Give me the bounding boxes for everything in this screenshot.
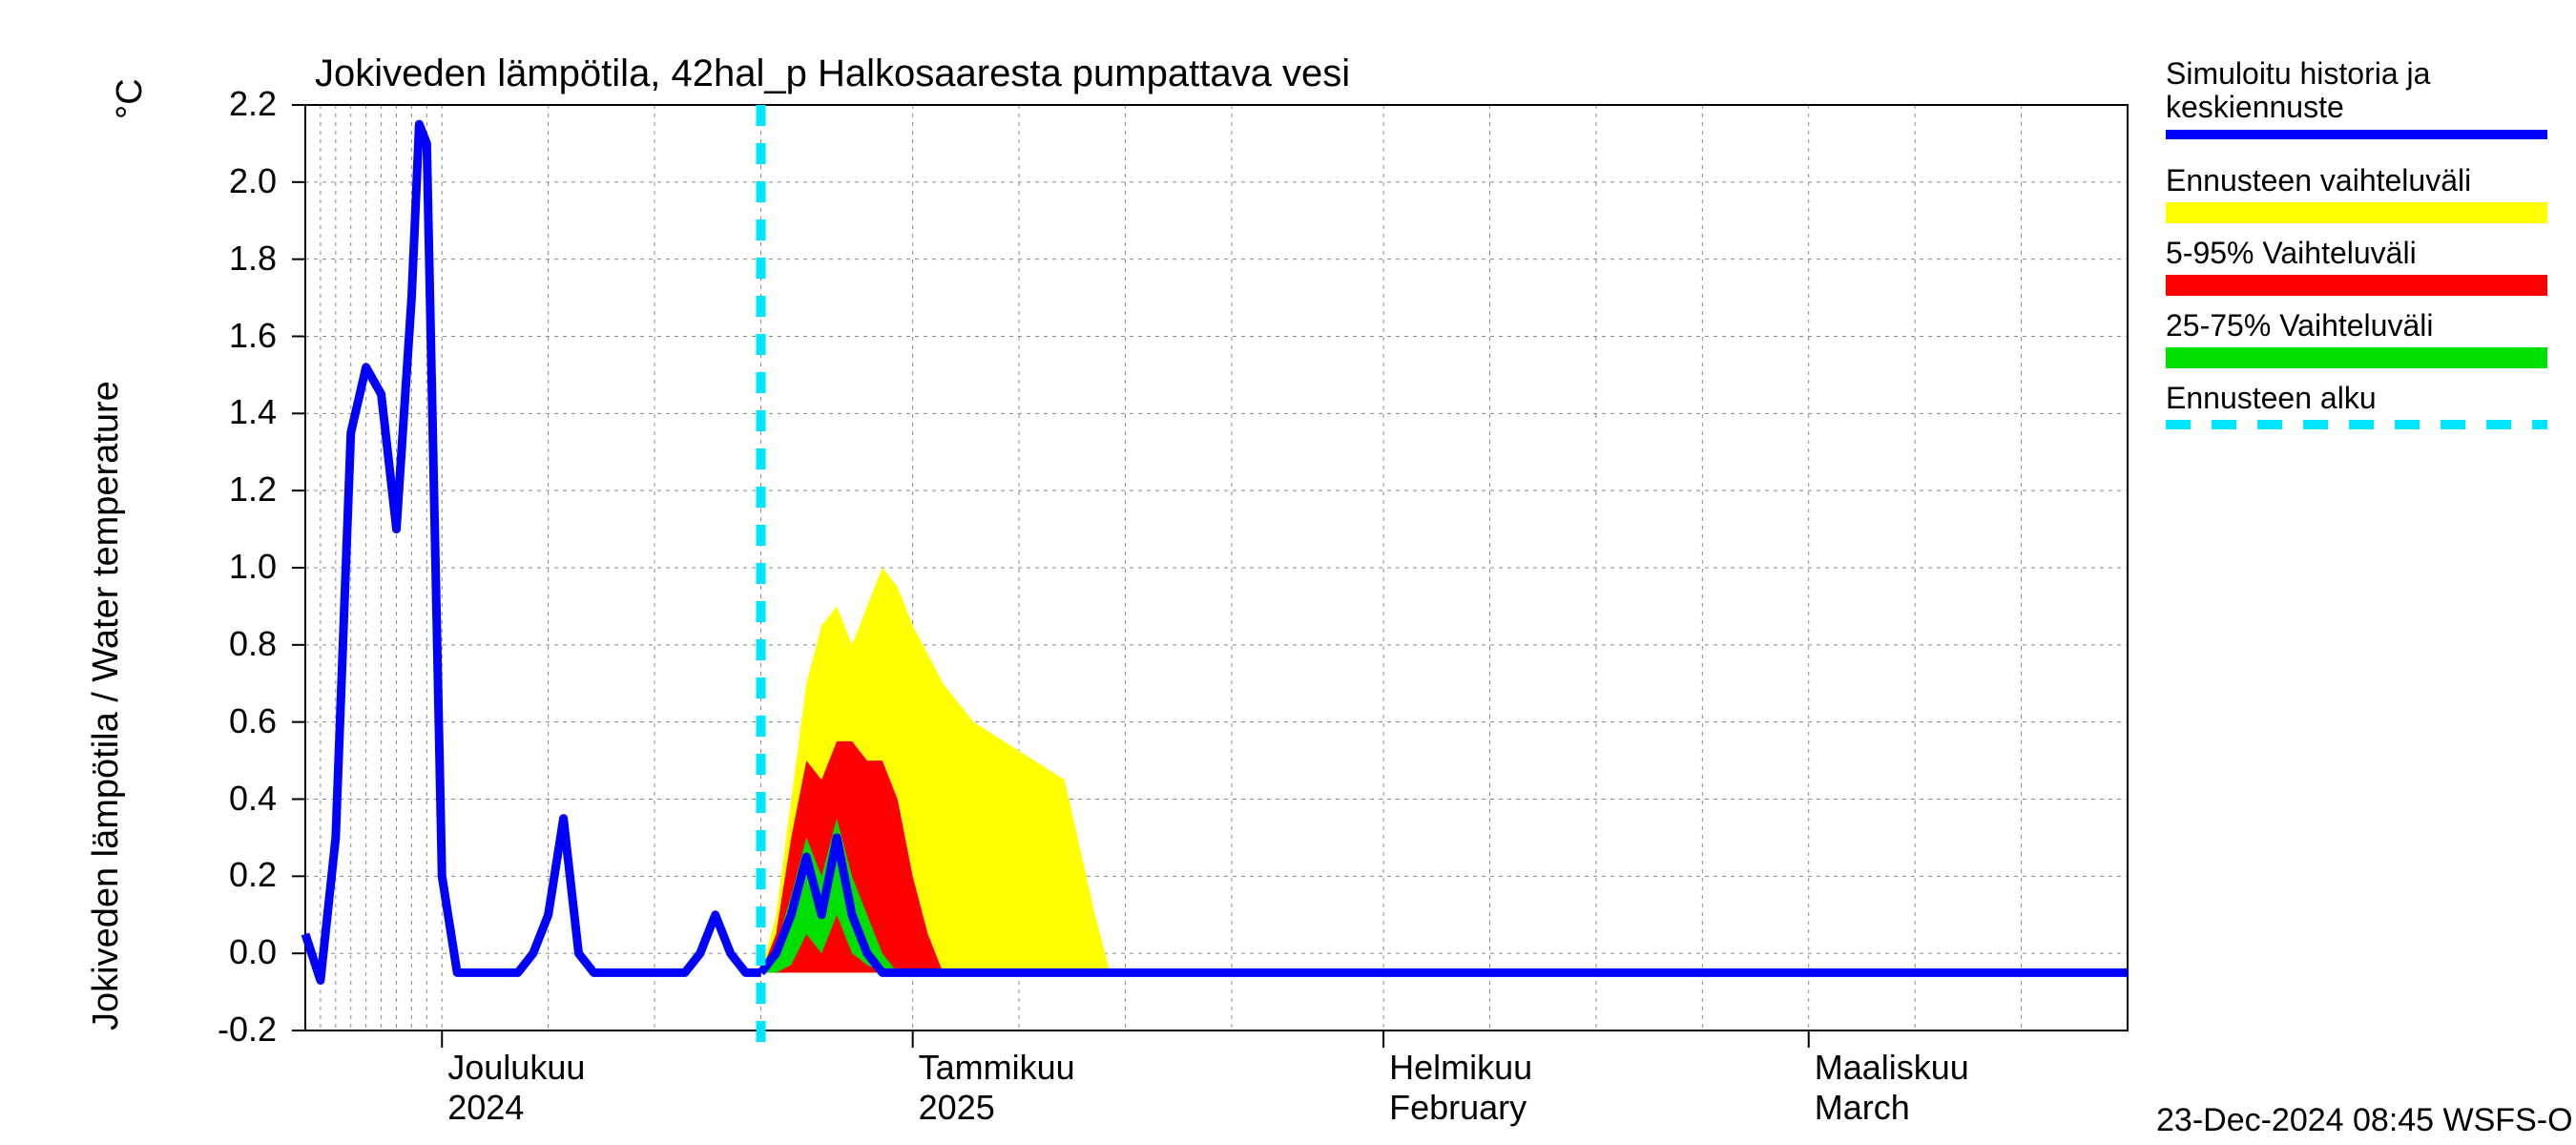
- x-month-label: Tammikuu: [919, 1048, 1075, 1088]
- x-month-sublabel: 2025: [919, 1088, 995, 1128]
- y-tick-label: 2.0: [200, 161, 277, 201]
- y-tick-label: 1.4: [200, 392, 277, 432]
- legend-label: 25-75% Vaihteluväli: [2166, 309, 2547, 343]
- legend-swatch: [2166, 130, 2547, 139]
- legend-label: Simuloitu historia ja keskiennuste: [2166, 57, 2547, 124]
- x-month-label: Helmikuu: [1389, 1048, 1532, 1088]
- legend-label: Ennusteen alku: [2166, 382, 2547, 415]
- y-tick-label: 1.0: [200, 547, 277, 587]
- y-tick-label: 2.2: [200, 84, 277, 124]
- y-tick-label: 0.6: [200, 701, 277, 741]
- y-tick-label: 1.2: [200, 469, 277, 510]
- x-month-label: Joulukuu: [447, 1048, 585, 1088]
- y-tick-label: 0.0: [200, 932, 277, 972]
- legend-swatch: [2166, 347, 2547, 368]
- legend-swatch: [2166, 275, 2547, 296]
- legend-swatch: [2166, 420, 2547, 429]
- y-tick-label: 0.8: [200, 624, 277, 664]
- x-month-label: Maaliskuu: [1815, 1048, 1969, 1088]
- y-tick-label: 1.6: [200, 316, 277, 356]
- y-tick-label: -0.2: [200, 1010, 277, 1050]
- chart-container: Jokiveden lämpötila, 42hal_p Halkosaares…: [0, 0, 2576, 1145]
- y-tick-label: 0.4: [200, 779, 277, 819]
- legend-swatch: [2166, 202, 2547, 223]
- y-tick-label: 1.8: [200, 239, 277, 279]
- y-tick-label: 0.2: [200, 855, 277, 895]
- x-month-sublabel: March: [1815, 1088, 1910, 1128]
- x-month-sublabel: February: [1389, 1088, 1527, 1128]
- legend-label: Ennusteen vaihteluväli: [2166, 164, 2547, 198]
- timestamp: 23-Dec-2024 08:45 WSFS-O: [2156, 1102, 2573, 1139]
- legend-label: 5-95% Vaihteluväli: [2166, 237, 2547, 270]
- x-month-sublabel: 2024: [447, 1088, 524, 1128]
